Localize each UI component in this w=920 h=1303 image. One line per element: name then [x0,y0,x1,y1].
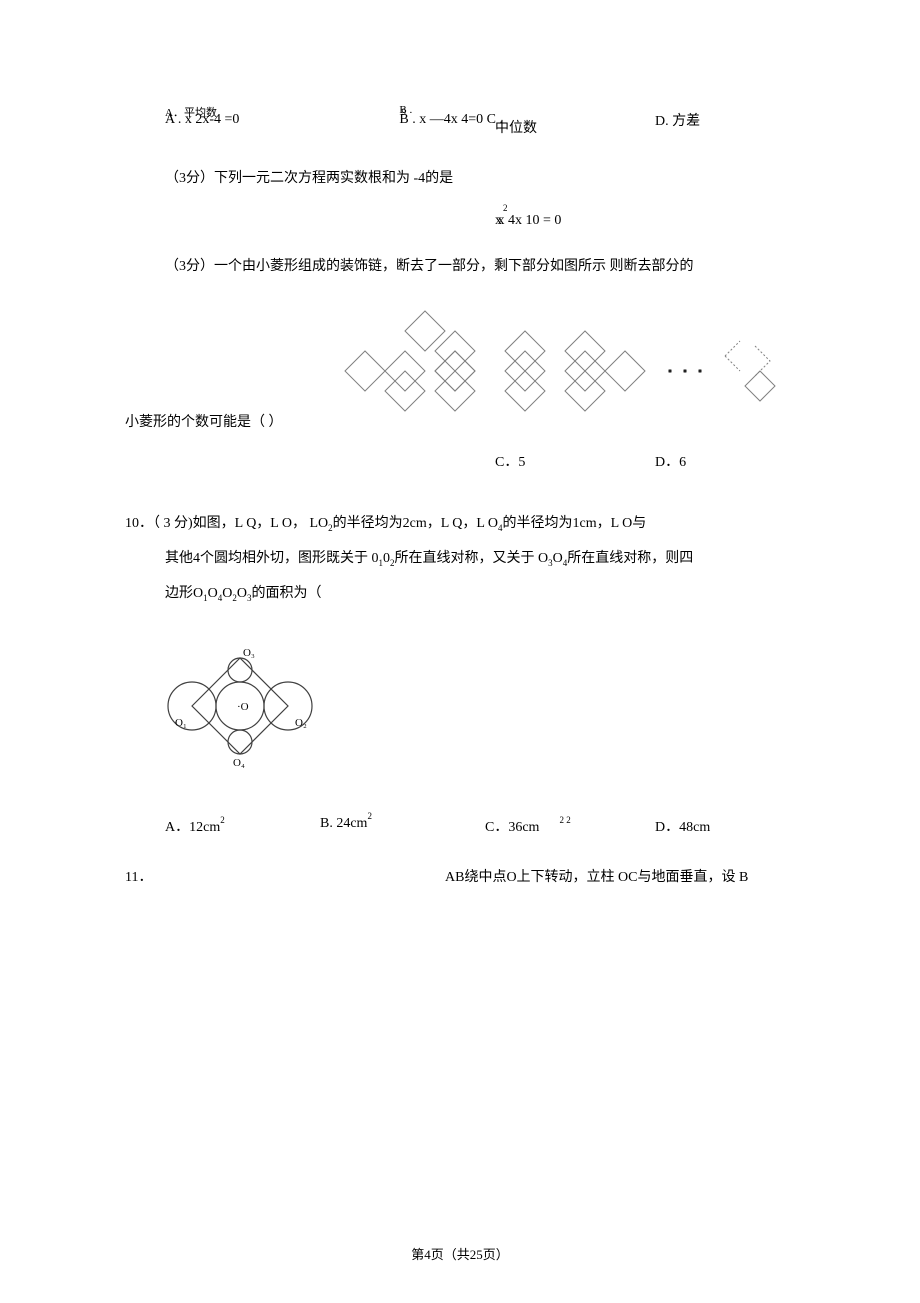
q10-line1: 10．（ 3 分)如图，L Q，L O， LO2的半径均为2cm，L Q，L O… [125,506,795,541]
row-options-top: A．平均数 A . x 2x-4 =0 B . B . x —4x 4=0 C … [125,105,795,135]
q11-text: AB绕中点O上下转动，立柱 OC与地面垂直，设 B [445,866,748,886]
question-11: 11． AB绕中点O上下转动，立柱 OC与地面垂直，设 B [125,866,795,896]
equation-row: x2 x 4x 10 = 0 [125,213,795,233]
q11-num: 11． [125,866,152,886]
q10-opt-c: C．36cm2 2 [485,816,571,836]
q10-l2-e: 所在直线对称，则四 [567,551,693,566]
q10-l1-a: 10．（ 3 分)如图，L Q，L O， LO [125,516,328,531]
q9-opt-d: D．6 [655,451,686,471]
question-9-text: （3分）一个由小菱形组成的装饰链，断去了一部分，剩下部分如图所示 则断去部分的 [165,253,795,281]
question-10: 10．（ 3 分)如图，L Q，L O， LO2的半径均为2cm，L Q，L O… [125,506,795,846]
option-d: D. 方差 [655,110,700,130]
q10-l1-c: 的半径均为1cm，L O与 [503,516,647,531]
q10-l2-b: 0 [383,551,390,566]
label-o1: O₁ [175,717,187,729]
q10-l3-a: 边形O [165,586,203,601]
q10-l3-b: O [208,586,218,601]
q10-options: A．12cm2 B. 24cm2 C．36cm2 2 D．48cm [125,816,795,846]
label-o3: O₃ [243,647,255,659]
question-8-text: （3分）下列一元二次方程两实数根和为 -4的是 [165,165,795,193]
q9-opt-c: C．5 [495,451,525,471]
q10-line3: 边形O1O4O2O3的面积为（ [165,576,795,611]
q10-opt-d: D．48cm [655,816,710,836]
option-a-stacked: A．平均数 A . x 2x-4 =0 [165,112,239,128]
q10-l3-c: O [222,586,232,601]
q10-l1-b: 的半径均为2cm，L Q，L O [333,516,498,531]
opt-a-top: A．平均数 [165,104,217,120]
q10-l2-a: 其他4个圆均相外切，图形既关于 0 [165,551,379,566]
eq-text: x 4x 10 = 0 [498,213,562,228]
question-9-cont: 小菱形的个数可能是（ ） [125,411,283,431]
label-o4: O₄ [233,757,245,769]
label-o-center: ·O [237,701,249,713]
label-o2: O₂ [295,717,307,729]
diamond-chain-figure [325,301,805,441]
circles-figure: ·O O₁ O₂ O₃ O₄ [155,626,325,786]
q10-l2-d: O [553,551,563,566]
opt-b-bot: B . x —4x 4=0 C . [399,112,503,127]
q10-l3-d: O [237,586,247,601]
page-footer: 第4页（共25页） [0,1244,920,1263]
q10-l2-c: 所在直线对称，又关于 O [395,551,549,566]
sup-9: 9 [401,107,406,117]
equation-q8: x2 x 4x 10 = 0 [495,213,561,229]
q10-opt-a: A．12cm2 [165,816,225,836]
q9-options: C．5 D．6 [125,451,795,481]
q10-l3-e: 的面积为（ [252,586,322,601]
q10-line2: 其他4个圆均相外切，图形既关于 0102所在直线对称，又关于 O3O4所在直线对… [165,541,795,576]
q10-opt-b: B. 24cm2 [320,816,372,832]
option-c: 中位数 [495,117,537,137]
